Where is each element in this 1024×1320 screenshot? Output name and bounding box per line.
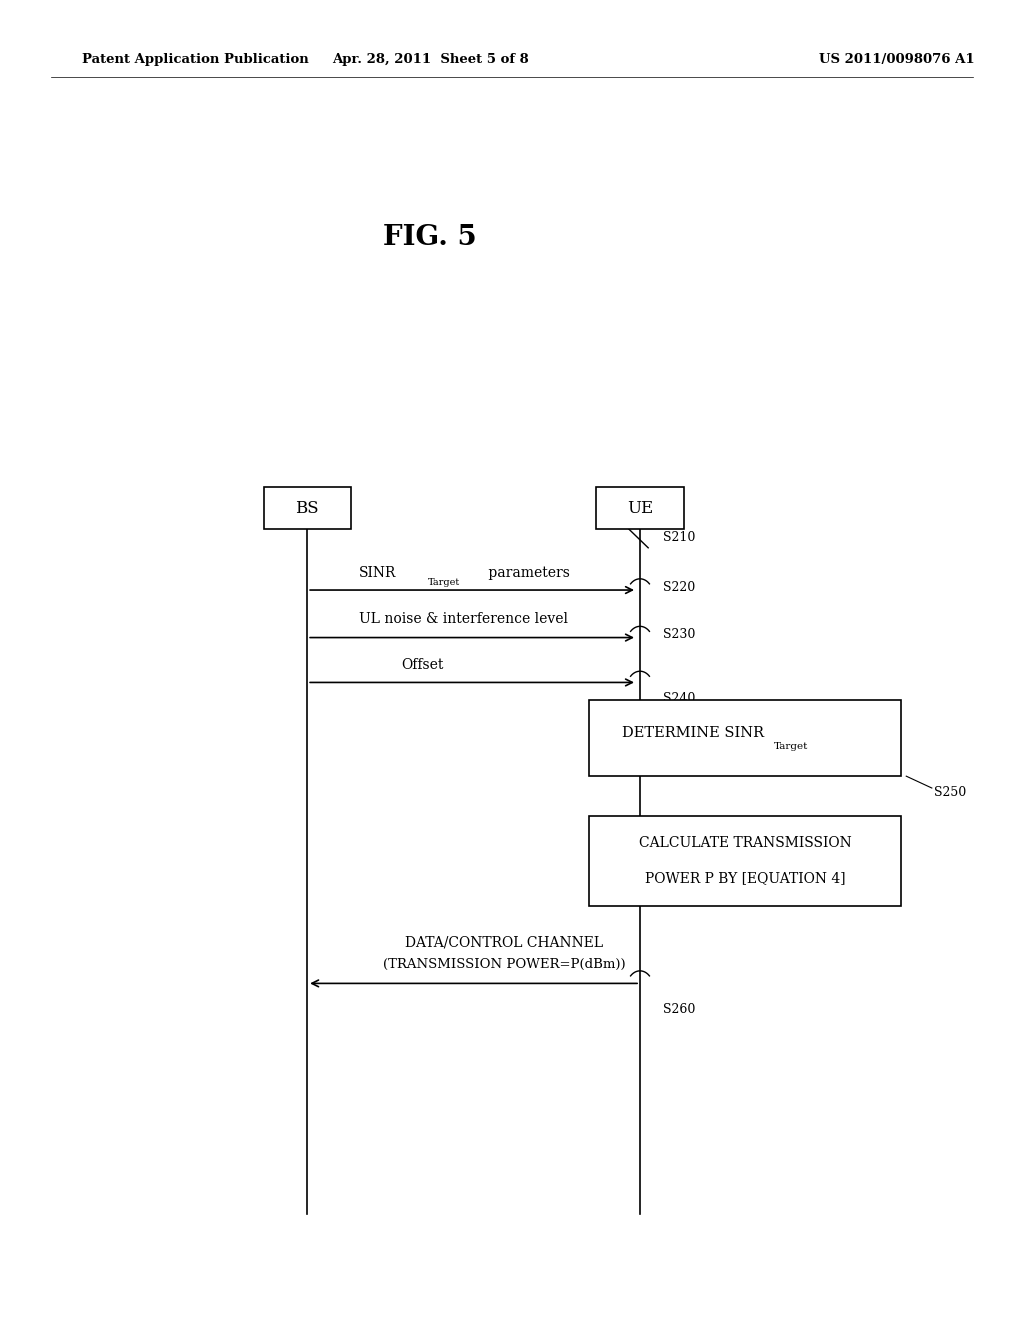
- Text: Patent Application Publication: Patent Application Publication: [82, 53, 308, 66]
- Text: S210: S210: [663, 531, 695, 544]
- Text: US 2011/0098076 A1: US 2011/0098076 A1: [819, 53, 975, 66]
- Text: FIG. 5: FIG. 5: [383, 224, 477, 251]
- Bar: [264, 487, 350, 529]
- Text: Target: Target: [774, 742, 808, 751]
- Text: Apr. 28, 2011  Sheet 5 of 8: Apr. 28, 2011 Sheet 5 of 8: [332, 53, 528, 66]
- Text: Target: Target: [428, 578, 460, 587]
- Text: Offset: Offset: [401, 659, 443, 672]
- Text: UE: UE: [627, 500, 653, 516]
- Text: DETERMINE SINR: DETERMINE SINR: [623, 726, 764, 739]
- Text: BS: BS: [295, 500, 319, 516]
- Bar: [589, 816, 901, 906]
- Bar: [589, 700, 901, 776]
- Text: DATA/CONTROL CHANNEL: DATA/CONTROL CHANNEL: [406, 936, 603, 949]
- Text: parameters: parameters: [484, 566, 570, 579]
- Text: S250: S250: [934, 785, 966, 799]
- Text: S230: S230: [663, 628, 695, 642]
- Text: S260: S260: [663, 1003, 695, 1016]
- Text: S240: S240: [663, 692, 695, 705]
- Text: UL noise & interference level: UL noise & interference level: [358, 612, 568, 626]
- Text: S220: S220: [663, 581, 694, 594]
- Text: SINR: SINR: [358, 566, 395, 579]
- Bar: [596, 487, 684, 529]
- Text: CALCULATE TRANSMISSION: CALCULATE TRANSMISSION: [639, 837, 851, 850]
- Text: POWER P BY [EQUATION 4]: POWER P BY [EQUATION 4]: [645, 871, 845, 884]
- Text: (TRANSMISSION POWER=P(dBm)): (TRANSMISSION POWER=P(dBm)): [383, 958, 626, 972]
